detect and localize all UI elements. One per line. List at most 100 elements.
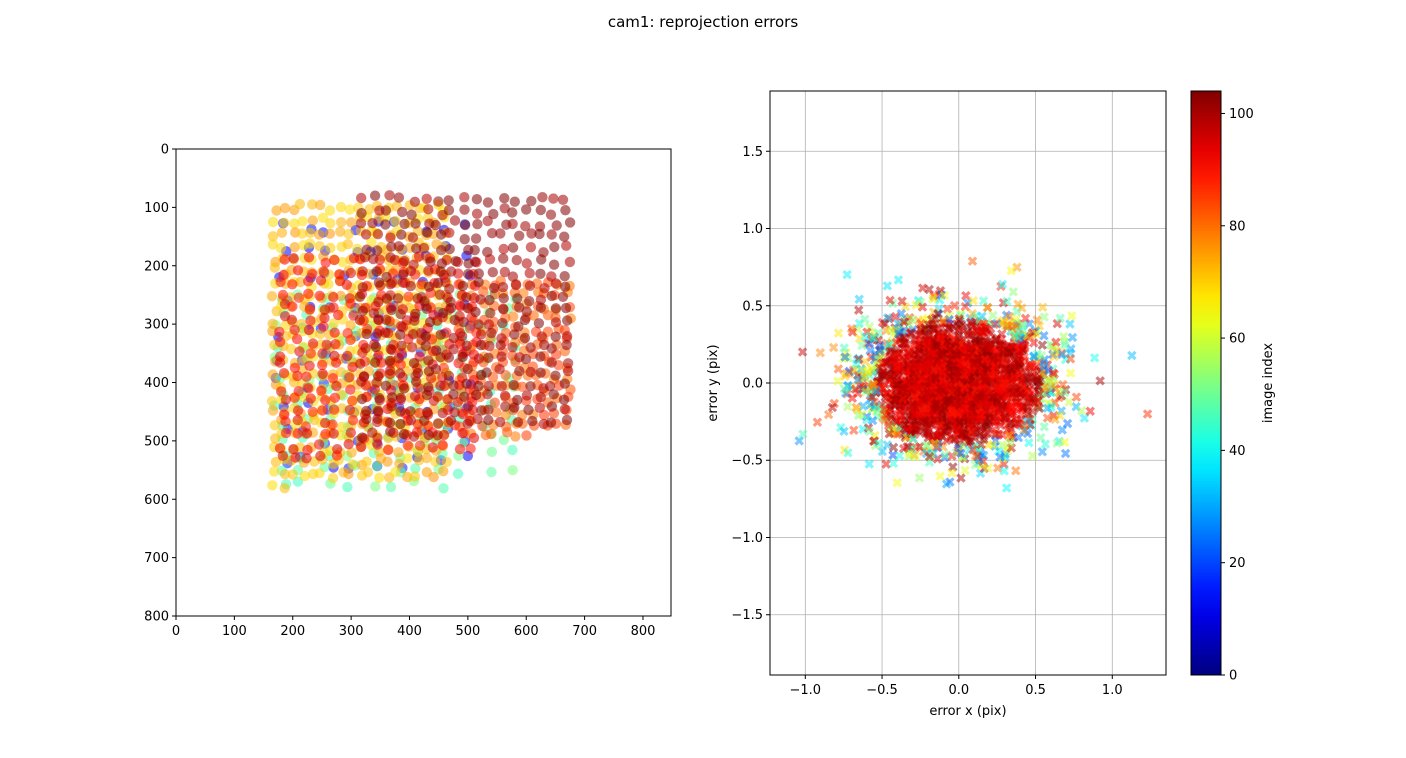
left-data-point	[395, 329, 406, 340]
left-data-point	[443, 352, 455, 363]
left-y-tick-label: 400	[144, 376, 169, 391]
right-data-point	[1005, 437, 1015, 448]
left-data-point	[433, 196, 444, 207]
left-data-point	[359, 252, 371, 263]
left-data-point	[296, 228, 308, 239]
right-data-point	[1052, 438, 1062, 448]
left-y-tick-label: 800	[144, 610, 169, 625]
left-data-point	[545, 417, 557, 428]
right-data-point	[940, 450, 950, 460]
left-data-point	[275, 242, 287, 254]
right-data-point	[1059, 437, 1070, 447]
left-data-point	[390, 466, 401, 478]
left-data-point	[507, 207, 518, 218]
right-x-tick-label: 0.0	[948, 683, 969, 698]
left-data-point	[449, 314, 460, 326]
left-data-point	[344, 204, 355, 215]
right-data-point	[881, 459, 891, 469]
left-data-point	[537, 192, 548, 203]
left-data-point	[514, 230, 525, 241]
right-data-point	[913, 362, 923, 372]
left-data-point	[270, 456, 282, 468]
left-data-point	[352, 243, 363, 255]
left-data-point	[380, 205, 392, 216]
left-data-point	[534, 402, 545, 413]
left-data-point	[561, 240, 572, 251]
left-data-point	[535, 294, 547, 305]
left-data-point	[473, 353, 485, 364]
right-data-point	[918, 360, 929, 371]
left-data-point	[304, 304, 316, 315]
left-data-point	[385, 481, 397, 493]
left-data-point	[481, 367, 492, 378]
left-data-point	[405, 265, 417, 277]
right-y-tick-label: 0.0	[742, 377, 763, 392]
left-data-point	[342, 350, 353, 362]
left-data-point	[277, 450, 288, 461]
left-data-point	[498, 293, 509, 304]
right-points-layer	[794, 256, 1153, 493]
right-data-point	[940, 397, 950, 408]
right-data-point	[970, 334, 981, 344]
left-data-point	[290, 452, 301, 463]
left-data-point	[393, 447, 404, 458]
right-data-point	[970, 378, 980, 389]
left-data-point	[423, 429, 434, 441]
right-x-tick-label: 0.5	[1025, 683, 1046, 698]
right-data-point	[949, 360, 959, 371]
left-data-point	[550, 278, 562, 289]
left-data-point	[413, 251, 425, 262]
left-data-point	[498, 304, 509, 315]
left-data-point	[293, 292, 305, 303]
left-data-point	[356, 376, 367, 387]
left-data-point	[471, 389, 482, 401]
right-data-point	[949, 300, 960, 311]
left-data-point	[314, 468, 325, 479]
left-data-point	[468, 432, 480, 444]
left-data-point	[410, 463, 421, 474]
left-data-point	[289, 362, 301, 373]
left-data-point	[371, 460, 383, 472]
right-data-point	[951, 348, 961, 359]
left-data-point	[301, 371, 312, 382]
left-data-point	[509, 196, 520, 207]
right-data-point	[1023, 392, 1034, 402]
left-data-point	[280, 394, 292, 405]
right-data-point	[1037, 302, 1048, 312]
right-data-point	[962, 341, 972, 352]
right-data-point	[882, 440, 893, 450]
right-data-point	[1089, 353, 1100, 363]
left-data-point	[399, 218, 410, 230]
left-data-point	[430, 364, 442, 375]
left-data-point	[462, 418, 473, 429]
left-data-point	[347, 395, 358, 406]
left-data-point	[469, 244, 480, 256]
left-data-point	[274, 357, 286, 368]
left-data-point	[483, 380, 494, 392]
left-data-point	[317, 359, 328, 371]
left-data-point	[557, 194, 569, 205]
left-data-point	[277, 289, 289, 301]
right-data-point	[928, 324, 939, 335]
right-data-point	[877, 358, 887, 369]
right-data-point	[885, 295, 895, 306]
right-data-point	[936, 330, 946, 340]
right-data-point	[839, 426, 849, 437]
right-data-point	[1071, 392, 1082, 402]
left-data-point	[483, 404, 494, 415]
right-data-point	[985, 339, 995, 349]
left-data-point	[381, 314, 392, 325]
right-data-point	[894, 451, 905, 461]
left-data-point	[266, 291, 278, 302]
right-data-point	[1058, 331, 1069, 342]
left-data-point	[435, 266, 446, 277]
left-data-point	[393, 192, 405, 203]
right-data-point	[1024, 438, 1034, 448]
left-data-point	[535, 367, 546, 378]
right-data-point	[893, 318, 903, 329]
left-data-point	[437, 407, 448, 419]
left-data-point	[483, 319, 495, 330]
left-x-tick-label: 400	[397, 624, 422, 639]
right-data-point	[832, 376, 843, 386]
